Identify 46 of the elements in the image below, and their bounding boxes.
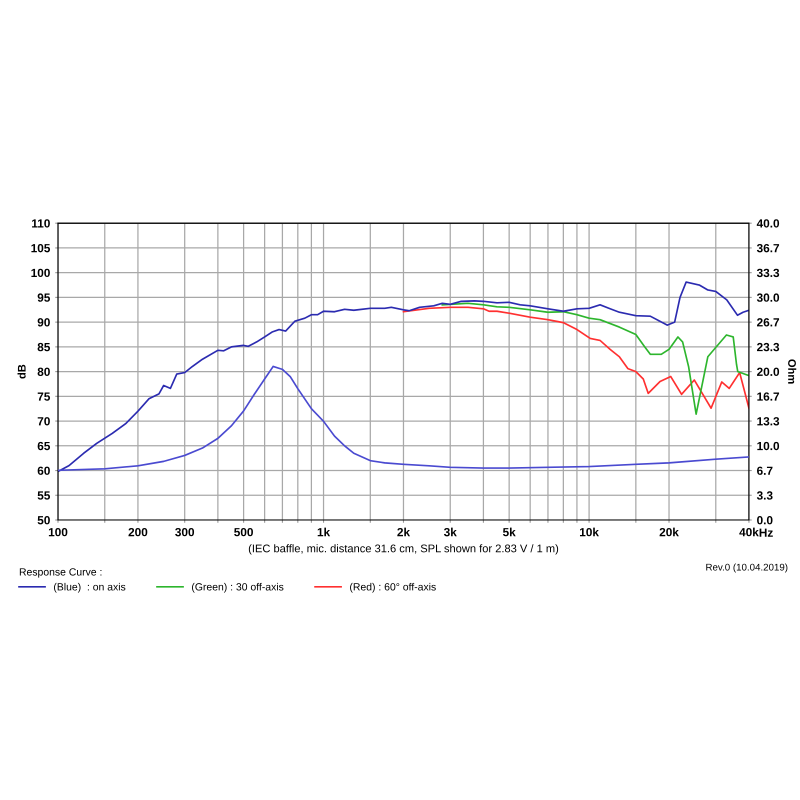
y2-tick-label: 33.3 (756, 268, 780, 278)
y-axis-title: dB (18, 364, 26, 379)
y-tick-label: 100 (31, 268, 50, 278)
y2-axis-title: Ohm (788, 359, 796, 384)
y-tick-label: 80 (38, 368, 50, 376)
y2-tick-label: 40.0 (756, 219, 780, 228)
x-tick-label: 300 (175, 528, 194, 536)
text: Rev.0 (10.04.2019) (706, 563, 788, 573)
y2-tick-label: 26.7 (757, 318, 780, 327)
y2-tick-label: 13.3 (757, 417, 780, 426)
x-tick-label: 10k (580, 528, 599, 536)
y-tick-label: 95 (38, 293, 50, 302)
x-tick-label: 1k (318, 528, 330, 536)
y2-tick-label: 36.7 (756, 244, 780, 252)
y-tick-label: 105 (31, 244, 50, 252)
y-tick-label: 75 (38, 392, 50, 401)
text: Hz (760, 528, 773, 537)
legend-label: (Green) : 30 off-axis (192, 582, 284, 593)
x-tick-label: 2k (397, 528, 410, 536)
y-tick-label: 90 (38, 318, 50, 327)
y2-tick-label: 10.0 (757, 442, 780, 450)
legend-label: (Red) : 60° off-axis (350, 582, 436, 593)
x-tick-label: 40k (739, 528, 759, 536)
y2-tick-label: 23.3 (757, 342, 780, 352)
x-tick-label: 20k (660, 528, 679, 536)
y2-tick-label: 16.7 (757, 392, 780, 401)
x-tick-label: 3k (444, 528, 457, 536)
y2-tick-label: 30.0 (756, 293, 780, 302)
y2-tick-label: 6.7 (757, 466, 772, 475)
y-tick-label: 55 (38, 491, 50, 500)
x-tick-label: 200 (128, 528, 148, 536)
legend-title: Response Curve : (20, 568, 102, 578)
y-tick-label: 50 (38, 516, 50, 524)
x-axis-title: (IEC baffle, mic. distance 31.6 cm, SPL shown for 2.83 V / 1 m) (248, 544, 558, 555)
x-tick-label: 5k (502, 528, 516, 536)
y-tick-label: 110 (32, 219, 50, 228)
legend-label: (Blue) : on axis (54, 582, 126, 593)
x-tick-label: 500 (234, 528, 253, 536)
y2-tick-label: 3.3 (756, 491, 773, 500)
y-tick-label: 70 (38, 417, 50, 426)
y-tick-label: 85 (38, 342, 50, 352)
y2-tick-label: 20.0 (757, 368, 780, 376)
x-tick-label: 100 (48, 528, 68, 536)
y-tick-label: 65 (38, 442, 50, 450)
y-tick-label: 60 (38, 466, 50, 475)
y2-tick-label: 0.0 (757, 516, 773, 524)
